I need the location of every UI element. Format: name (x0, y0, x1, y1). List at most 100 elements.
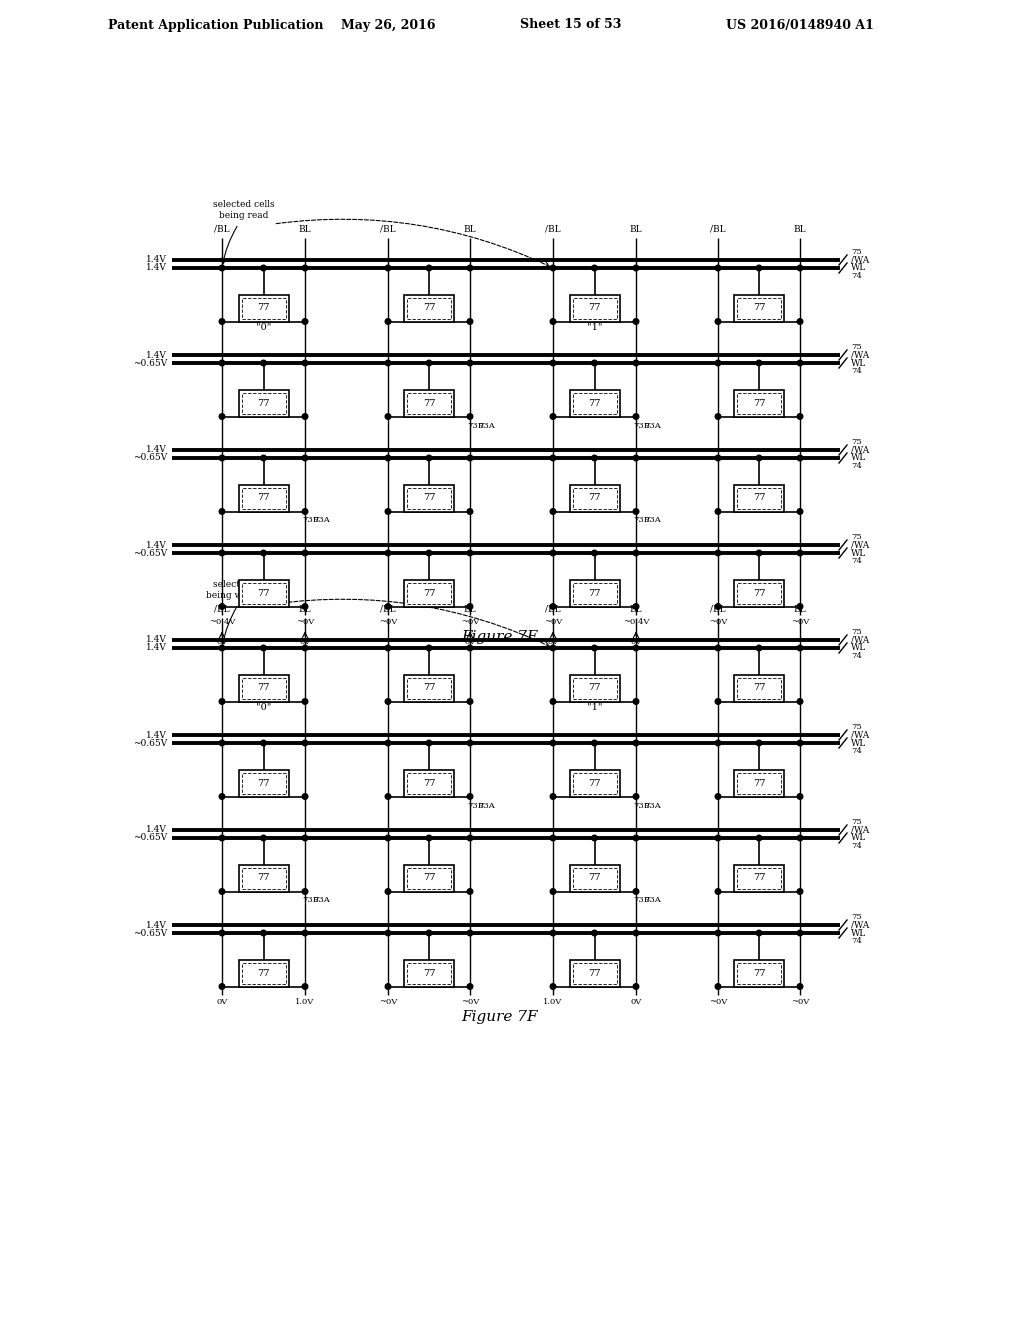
Circle shape (467, 983, 473, 989)
Circle shape (715, 318, 721, 325)
Circle shape (467, 888, 473, 895)
Bar (407, 772, 451, 793)
Bar (407, 677, 451, 698)
Text: /WA: /WA (851, 256, 869, 264)
Text: 77: 77 (257, 684, 269, 693)
Circle shape (467, 508, 473, 515)
Text: 77: 77 (423, 304, 435, 313)
Bar (239, 579, 289, 606)
Text: "0": "0" (256, 323, 271, 333)
Circle shape (550, 741, 556, 746)
Circle shape (385, 603, 391, 610)
Circle shape (550, 836, 556, 841)
Circle shape (550, 455, 556, 461)
Circle shape (467, 455, 473, 461)
Circle shape (302, 888, 308, 895)
Circle shape (302, 603, 308, 610)
Circle shape (261, 550, 266, 556)
Bar (239, 484, 289, 511)
Bar (407, 962, 451, 983)
Text: 1.4V: 1.4V (146, 920, 167, 929)
Text: WL: WL (851, 359, 866, 367)
Bar (242, 487, 286, 508)
Text: 77: 77 (753, 589, 765, 598)
Text: Figure 7E: Figure 7E (462, 630, 539, 644)
Circle shape (219, 550, 225, 556)
Circle shape (798, 455, 803, 461)
Circle shape (302, 413, 308, 420)
Circle shape (385, 645, 391, 651)
Bar (407, 297, 451, 318)
Text: 73B: 73B (633, 801, 650, 809)
Bar (569, 484, 620, 511)
Bar (242, 392, 286, 413)
Text: ~0V: ~0V (544, 618, 562, 626)
Text: 77: 77 (588, 589, 601, 598)
Circle shape (302, 265, 308, 271)
Text: 77: 77 (588, 399, 601, 408)
Circle shape (798, 836, 803, 841)
Text: 77: 77 (423, 589, 435, 598)
Text: /WA: /WA (851, 825, 869, 834)
Bar (569, 960, 620, 986)
Text: 77: 77 (257, 589, 269, 598)
Bar (569, 770, 620, 796)
Bar (239, 675, 289, 701)
Circle shape (261, 455, 266, 461)
Circle shape (302, 318, 308, 325)
Circle shape (633, 318, 639, 325)
Text: 1.4V: 1.4V (146, 825, 167, 834)
Circle shape (550, 983, 556, 989)
Text: ~0V: ~0V (709, 618, 727, 626)
Circle shape (302, 645, 308, 651)
Text: ~0V: ~0V (461, 998, 479, 1006)
Text: 0V: 0V (216, 998, 227, 1006)
Text: ~0V: ~0V (791, 618, 809, 626)
Circle shape (798, 508, 803, 515)
Circle shape (426, 836, 432, 841)
Circle shape (715, 836, 721, 841)
Circle shape (467, 603, 473, 610)
Circle shape (756, 360, 762, 366)
Text: 77: 77 (257, 304, 269, 313)
Circle shape (798, 603, 803, 610)
Circle shape (633, 550, 639, 556)
Text: /BL: /BL (711, 605, 726, 614)
Bar (734, 770, 784, 796)
Bar (572, 487, 616, 508)
Bar (239, 294, 289, 322)
Bar (239, 960, 289, 986)
Circle shape (385, 698, 391, 705)
Text: 73B: 73B (302, 896, 318, 904)
Circle shape (467, 793, 473, 800)
Bar (737, 772, 781, 793)
Circle shape (633, 931, 639, 936)
Circle shape (219, 455, 225, 461)
Text: 74: 74 (851, 652, 862, 660)
Circle shape (426, 550, 432, 556)
Bar (734, 484, 784, 511)
Circle shape (550, 360, 556, 366)
Text: 1.0V: 1.0V (544, 998, 562, 1006)
Circle shape (467, 318, 473, 325)
Circle shape (550, 318, 556, 325)
Text: Sheet 15 of 53: Sheet 15 of 53 (520, 18, 622, 32)
Text: /BL: /BL (711, 224, 726, 234)
Text: May 26, 2016: May 26, 2016 (341, 18, 435, 32)
Bar (572, 962, 616, 983)
Circle shape (756, 265, 762, 271)
Circle shape (715, 455, 721, 461)
Bar (572, 677, 616, 698)
Text: 73A: 73A (478, 421, 495, 429)
Circle shape (633, 360, 639, 366)
Text: 77: 77 (423, 494, 435, 503)
Text: 77: 77 (588, 874, 601, 883)
Text: 75: 75 (851, 248, 862, 256)
Text: "1": "1" (587, 704, 602, 711)
Text: BL: BL (299, 224, 311, 234)
Text: Patent Application Publication: Patent Application Publication (108, 18, 324, 32)
Circle shape (633, 455, 639, 461)
Circle shape (426, 265, 432, 271)
Circle shape (302, 793, 308, 800)
Circle shape (261, 645, 266, 651)
